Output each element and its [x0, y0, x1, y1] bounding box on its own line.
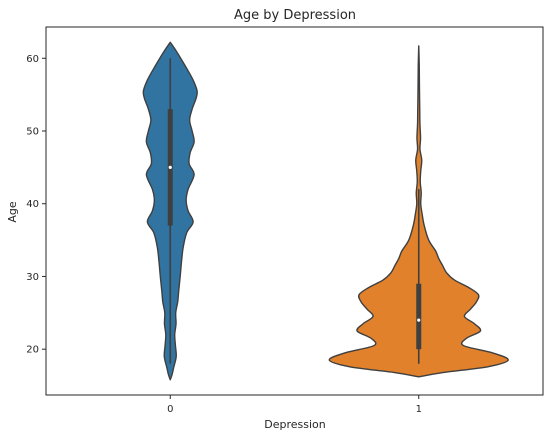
- x-tick-label: 1: [416, 404, 422, 415]
- x-axis-label: Depression: [264, 418, 326, 431]
- y-tick-label: 60: [26, 54, 39, 65]
- y-tick-label: 30: [26, 272, 39, 283]
- axes-frame: [45, 26, 544, 396]
- x-tick-label: 0: [167, 404, 173, 415]
- plot-area: [142, 41, 509, 381]
- y-tick-label: 40: [26, 199, 39, 210]
- violin-median-1: [417, 318, 421, 322]
- violin-median-0: [168, 165, 172, 169]
- chart-title: Age by Depression: [234, 8, 356, 23]
- y-tick-label: 20: [26, 345, 39, 356]
- violin-iqr-box-1: [416, 283, 422, 350]
- axis-ticks: 20 30 40 50 60 0 1: [26, 54, 422, 415]
- y-tick-label: 50: [26, 127, 39, 138]
- y-axis-label: Age: [6, 201, 19, 223]
